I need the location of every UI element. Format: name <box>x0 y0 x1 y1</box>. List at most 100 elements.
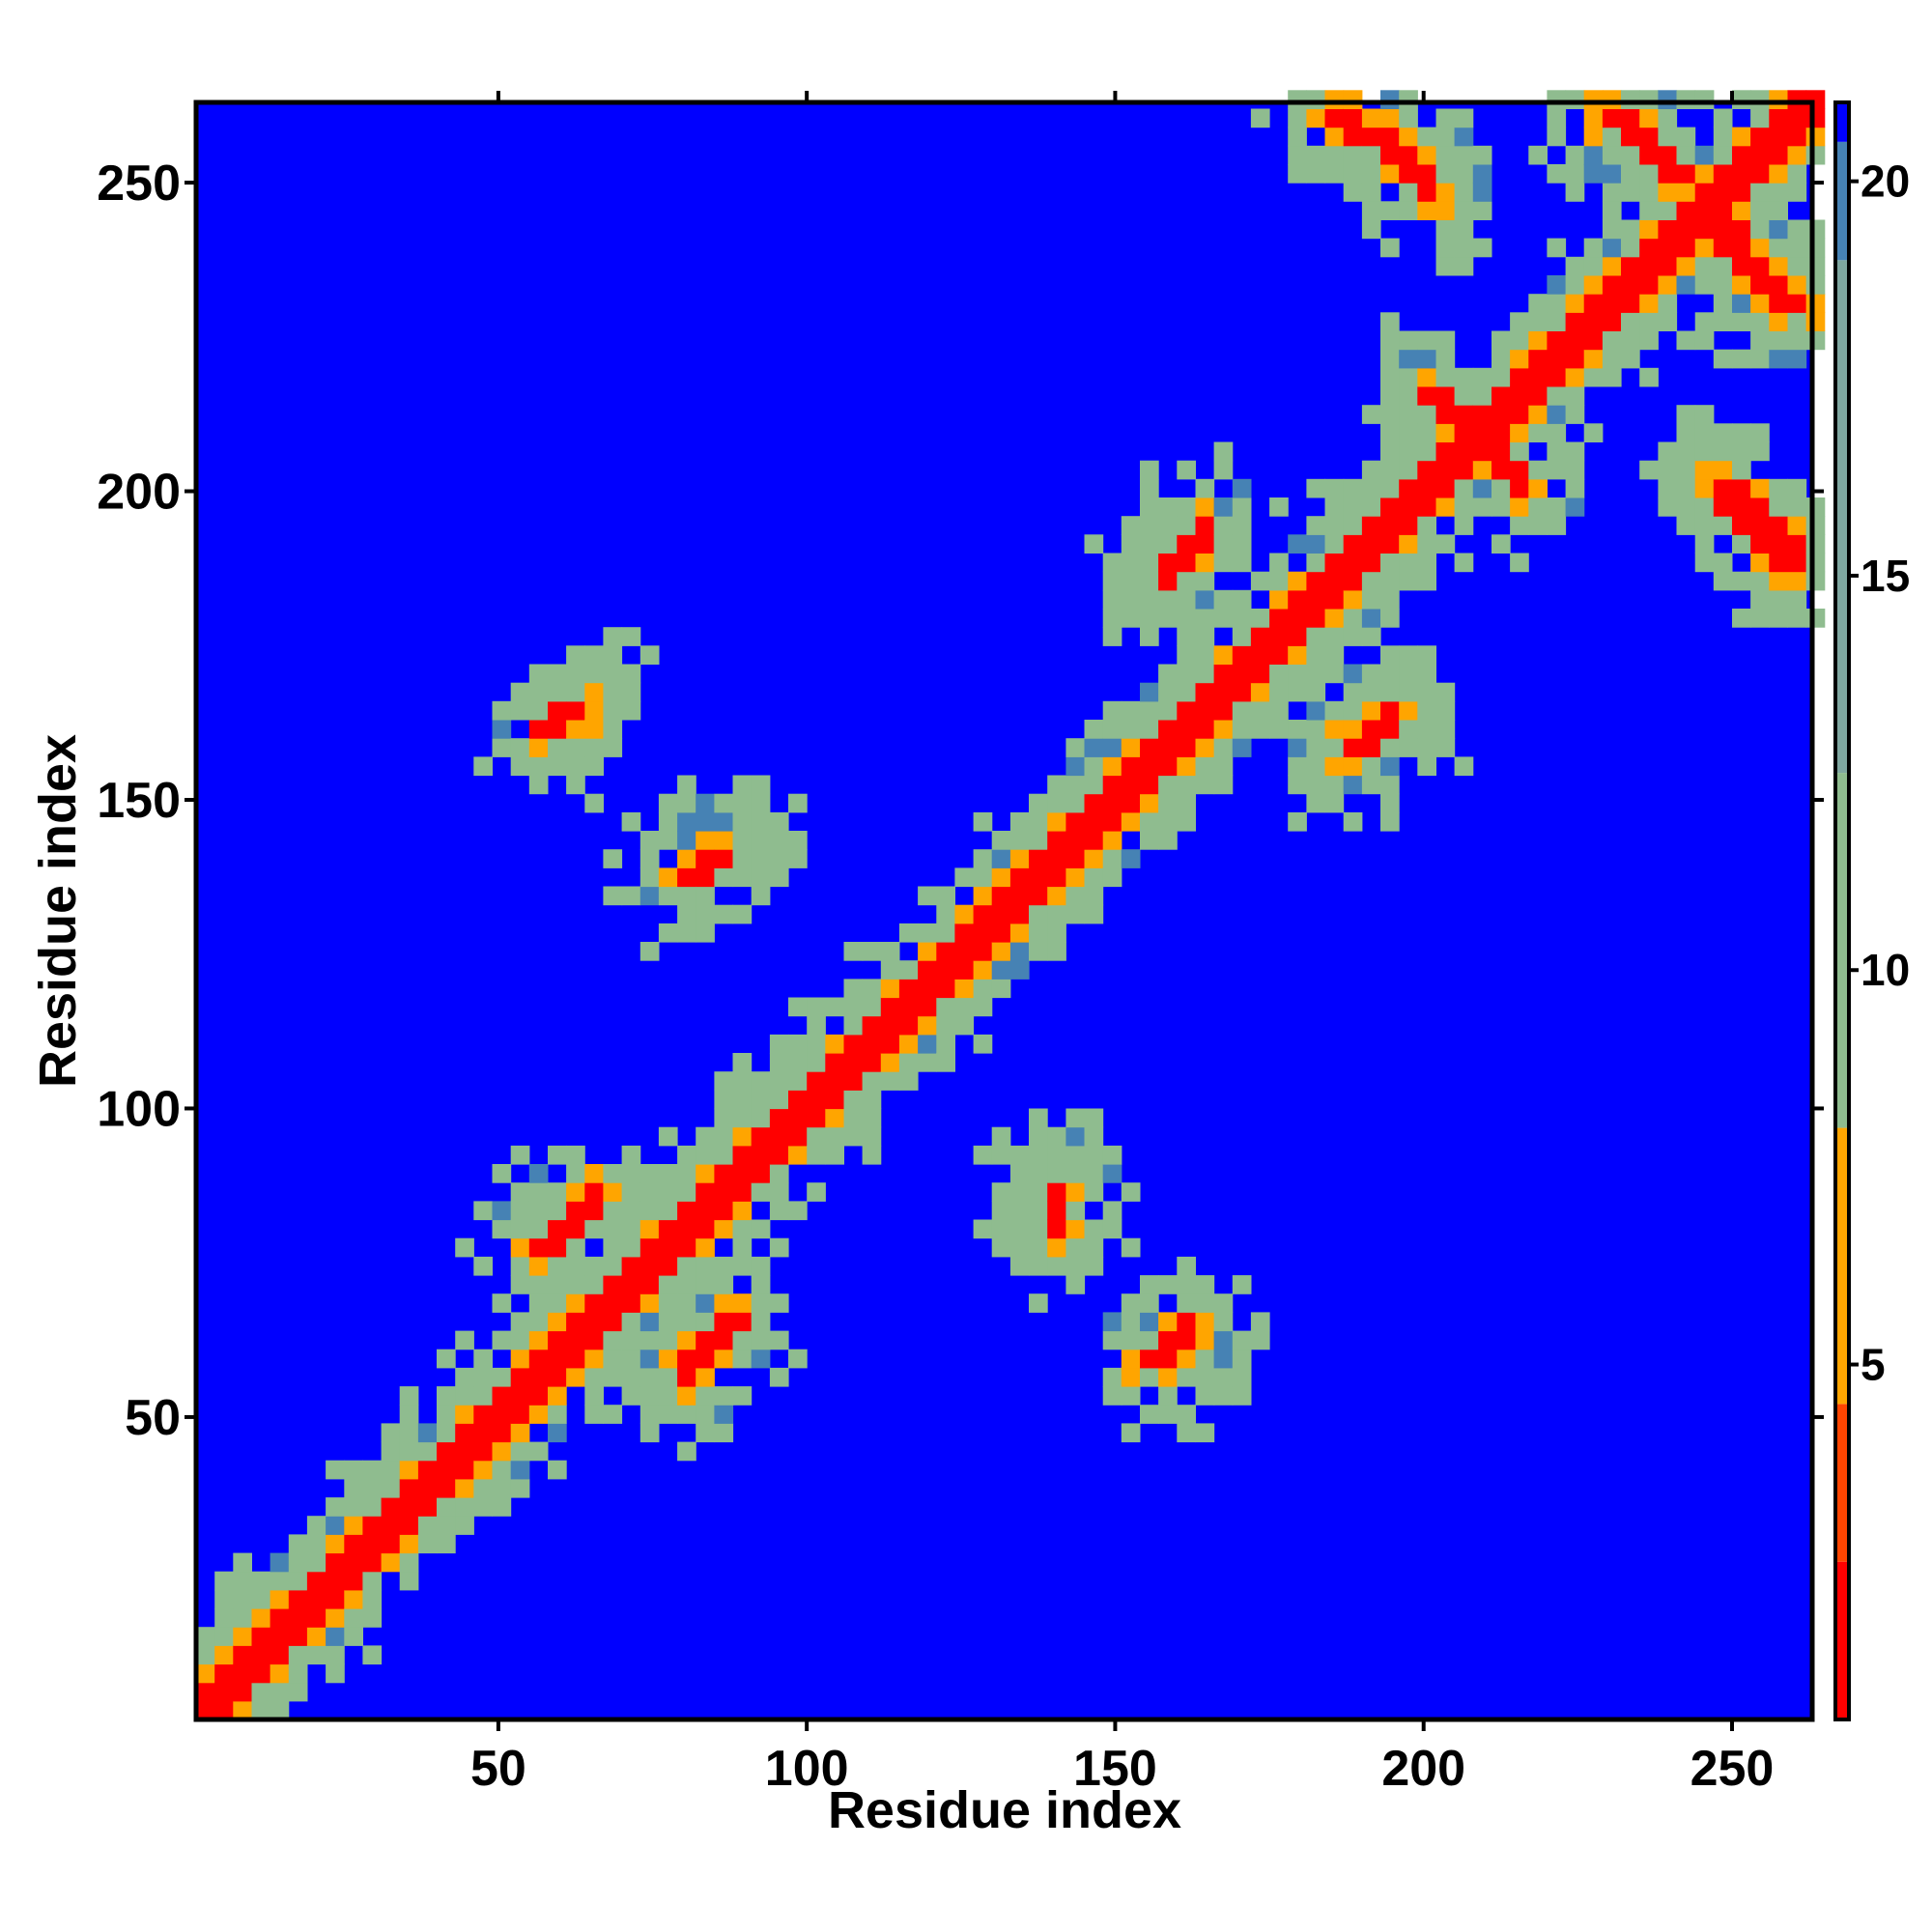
heatmap-cell <box>1213 1367 1234 1387</box>
heatmap-cell <box>270 1589 290 1609</box>
heatmap-cell <box>696 1219 715 1239</box>
heatmap-cell <box>714 849 734 868</box>
heatmap-cell <box>1417 478 1436 498</box>
heatmap-cell <box>1380 312 1400 331</box>
heatmap-cell <box>1029 811 1048 832</box>
heatmap-cell <box>1621 164 1640 184</box>
heatmap-cell <box>1713 516 1733 535</box>
heatmap-cell <box>1250 720 1270 739</box>
heatmap-cell <box>1361 700 1381 721</box>
heatmap-cell <box>1361 127 1381 147</box>
heatmap-cell <box>548 756 567 777</box>
heatmap-cell <box>1694 219 1715 240</box>
heatmap-cell <box>1732 571 1751 591</box>
heatmap-cell <box>1343 108 1363 128</box>
heatmap-cell <box>399 1516 419 1535</box>
heatmap-cell <box>528 1275 549 1294</box>
heatmap-cell <box>1472 238 1492 258</box>
heatmap-cell <box>677 1441 696 1462</box>
heatmap-cell <box>1769 516 1788 535</box>
heatmap-cell <box>1306 589 1326 610</box>
heatmap-cell <box>1343 90 1363 109</box>
heatmap-cell <box>880 1015 900 1036</box>
heatmap-cell <box>233 1700 252 1720</box>
heatmap-cell <box>510 1182 530 1202</box>
heatmap-cell <box>1195 1330 1215 1350</box>
colorbar-segment <box>1835 260 1849 774</box>
heatmap-cell <box>603 700 623 721</box>
heatmap-cell <box>1713 460 1733 480</box>
heatmap-cell <box>270 1645 290 1665</box>
heatmap-cell <box>344 1571 363 1591</box>
heatmap-cell <box>788 831 808 850</box>
heatmap-cell <box>732 1126 753 1147</box>
heatmap-cell <box>399 1386 419 1406</box>
heatmap-cell <box>1417 720 1436 739</box>
heatmap-cell <box>621 1219 641 1239</box>
heatmap-cell <box>288 1552 308 1573</box>
heatmap-cell <box>732 1386 753 1406</box>
heatmap-cell <box>510 682 530 702</box>
heatmap-cell <box>233 1608 252 1628</box>
heatmap-cell <box>1528 386 1548 406</box>
heatmap-cell <box>1565 294 1585 313</box>
heatmap-cell <box>769 1053 789 1072</box>
heatmap-cell <box>1417 386 1436 406</box>
heatmap-cell <box>639 1237 660 1258</box>
heatmap-cell <box>1528 460 1548 480</box>
heatmap-cell <box>1158 589 1178 610</box>
heatmap-cell <box>788 1053 808 1072</box>
heatmap-cell <box>528 1256 549 1276</box>
heatmap-cell <box>1084 904 1104 924</box>
heatmap-cell <box>196 1682 215 1702</box>
heatmap-cell <box>658 1367 678 1387</box>
heatmap-cell <box>1583 312 1604 331</box>
heatmap-cell <box>1417 330 1436 351</box>
heatmap-cell <box>843 1090 864 1110</box>
heatmap-cell <box>991 923 1011 943</box>
heatmap-cell <box>1805 145 1826 165</box>
heatmap-cell <box>1177 1312 1196 1332</box>
heatmap-cell <box>1399 478 1418 498</box>
heatmap-cell <box>584 1349 604 1369</box>
heatmap-cell <box>1102 867 1122 888</box>
heatmap-cell <box>1769 294 1788 313</box>
heatmap-cell <box>973 867 993 888</box>
heatmap-cell <box>1343 700 1363 721</box>
heatmap-cell <box>1029 1293 1048 1313</box>
heatmap-cell <box>214 1627 234 1646</box>
heatmap-cell <box>732 1256 753 1276</box>
heatmap-cell <box>843 942 864 961</box>
heatmap-cell <box>1361 405 1381 424</box>
heatmap-cell <box>1472 478 1492 498</box>
heatmap-cell <box>936 1034 955 1054</box>
heatmap-cell <box>1029 849 1048 868</box>
heatmap-cell <box>639 1405 660 1424</box>
heatmap-cell <box>548 1460 567 1480</box>
heatmap-cell <box>584 756 604 777</box>
heatmap-cell <box>991 1201 1011 1221</box>
heatmap-cell <box>566 1219 585 1239</box>
heatmap-cell <box>696 1386 715 1406</box>
heatmap-cell <box>510 1256 530 1276</box>
heatmap-cell <box>584 664 604 684</box>
heatmap-cell <box>1769 219 1788 240</box>
heatmap-cell <box>584 1164 604 1183</box>
heatmap-cell <box>1084 1256 1104 1276</box>
heatmap-cell <box>1288 534 1307 554</box>
heatmap-cell <box>1694 460 1715 480</box>
heatmap-cell <box>1121 1367 1141 1387</box>
heatmap-cell <box>1528 405 1548 424</box>
heatmap-cell <box>381 1423 401 1443</box>
heatmap-cell <box>326 1516 345 1535</box>
heatmap-cell <box>1084 1182 1104 1202</box>
heatmap-cell <box>769 1293 789 1313</box>
y-tick-label: 100 <box>97 1081 181 1137</box>
heatmap-cell <box>1769 571 1788 591</box>
heatmap-cell <box>528 1312 549 1332</box>
heatmap-cell <box>1399 164 1418 184</box>
heatmap-cell <box>769 1330 789 1350</box>
heatmap-cell <box>1417 145 1436 165</box>
heatmap-cell <box>658 1126 678 1147</box>
heatmap-cell <box>1750 219 1770 240</box>
